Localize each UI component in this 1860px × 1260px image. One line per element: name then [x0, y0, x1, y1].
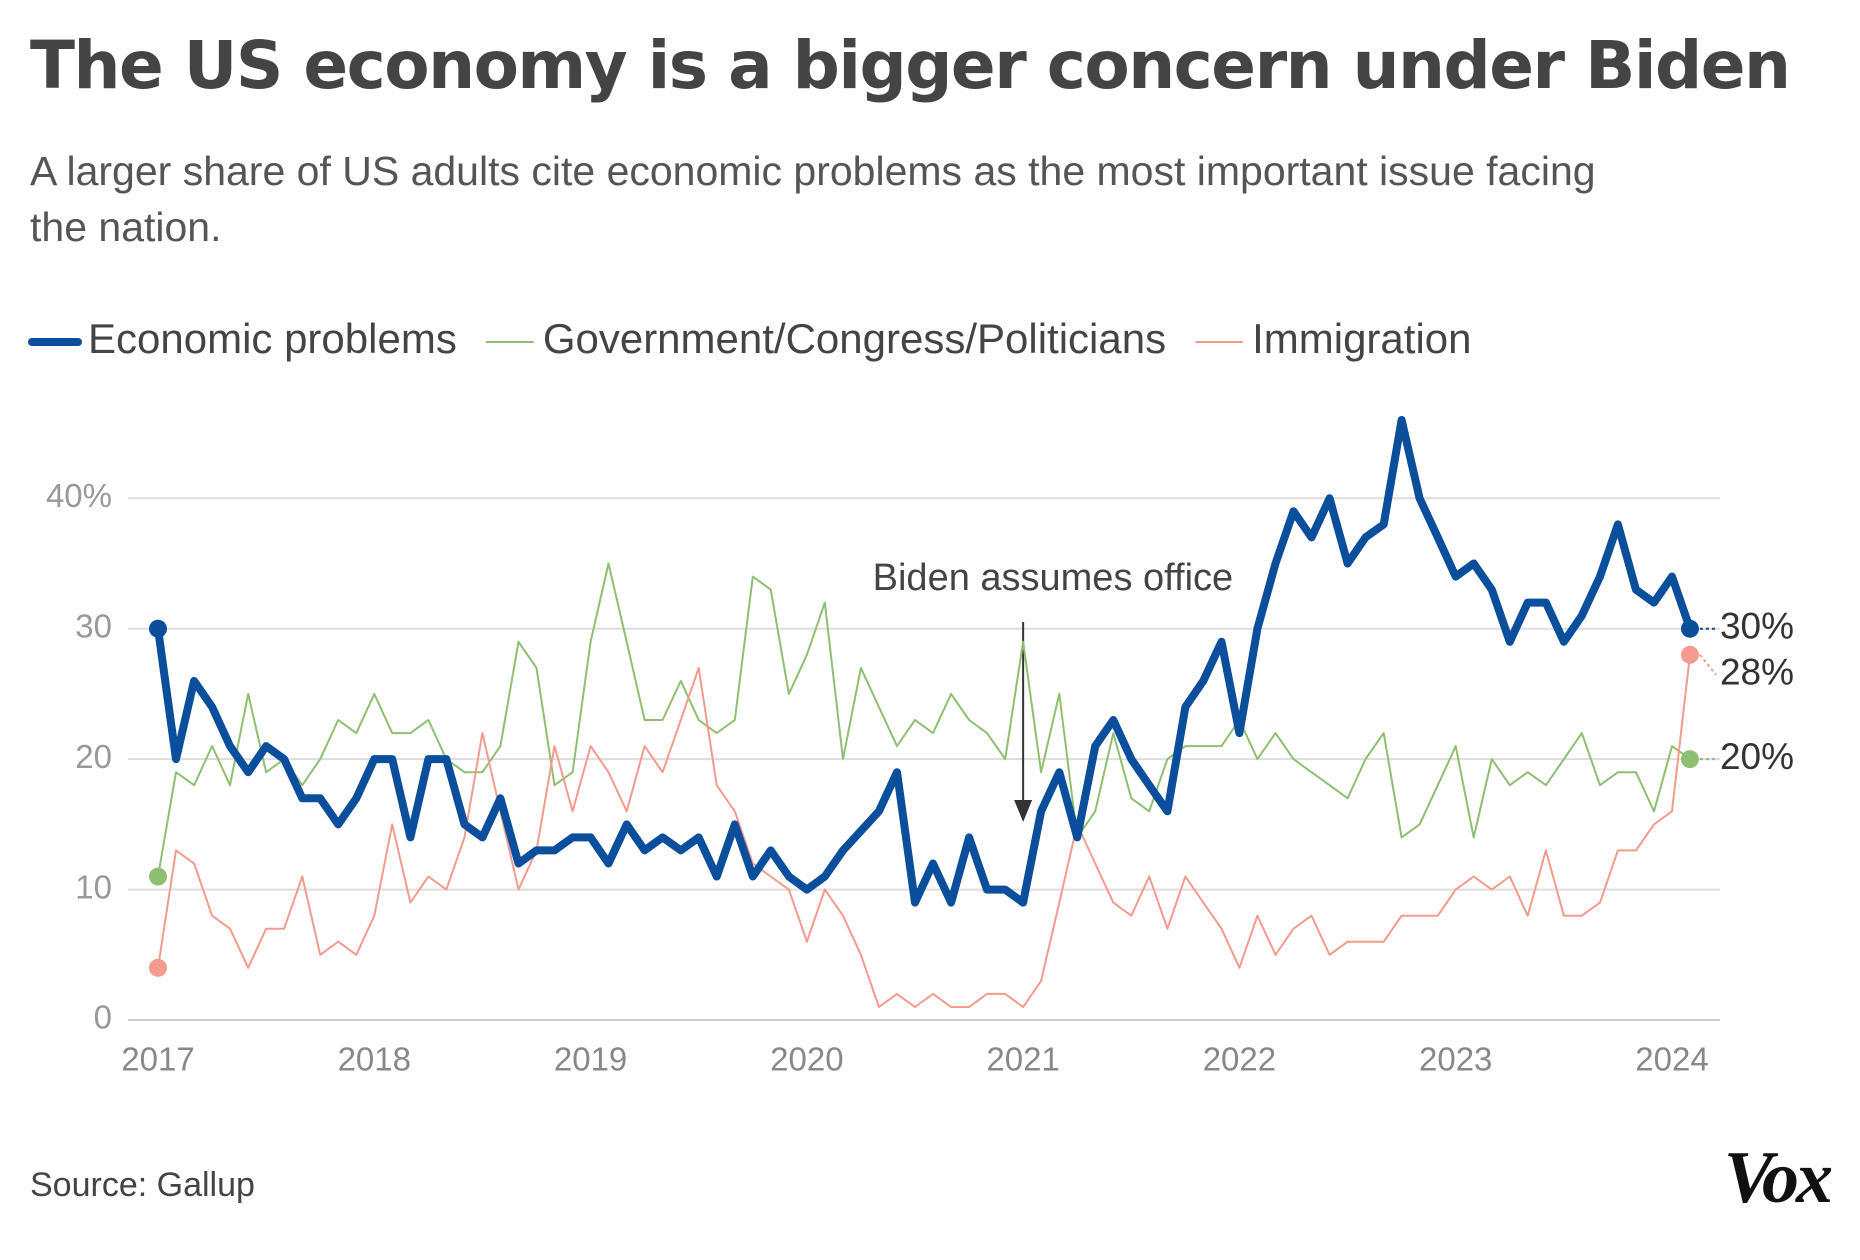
legend-label: Immigration — [1252, 315, 1471, 362]
legend-label: Economic problems — [88, 315, 457, 362]
end-dot — [149, 619, 167, 638]
series-line — [157, 653, 1691, 1008]
x-tick-label: 2022 — [1203, 1041, 1276, 1078]
end-label: 20% — [1720, 736, 1794, 777]
end-dot — [149, 867, 167, 886]
brand-logo: Vox — [1724, 1137, 1832, 1219]
series-line — [154, 416, 1694, 907]
y-tick-label: 20 — [75, 738, 112, 775]
subtitle: A larger share of US adults cite economi… — [30, 148, 1596, 194]
arrow-head — [1014, 800, 1033, 822]
end-dot — [1680, 619, 1699, 638]
x-tick-label: 2024 — [1635, 1041, 1708, 1078]
annotation: Biden assumes office — [873, 557, 1234, 599]
x-tick-label: 2021 — [986, 1041, 1059, 1078]
x-tick-label: 2018 — [338, 1041, 411, 1078]
source: Source: Gallup — [30, 1166, 255, 1204]
subtitle: the nation. — [30, 204, 222, 250]
end-dot — [1680, 645, 1699, 664]
y-tick-label: 30 — [75, 607, 112, 644]
end-label: 28% — [1720, 652, 1794, 693]
x-tick-label: 2019 — [554, 1041, 627, 1078]
series-line — [157, 562, 1691, 878]
label-leader — [1699, 654, 1717, 676]
y-tick-label: 0 — [94, 999, 112, 1036]
y-tick-label: 10 — [75, 868, 112, 905]
x-tick-label: 2017 — [121, 1041, 194, 1078]
y-tick-label: 40% — [46, 477, 112, 514]
chart-title: The US economy is a bigger concern under… — [30, 27, 1790, 104]
legend-label: Government/Congress/Politicians — [543, 315, 1166, 362]
end-dot — [1680, 750, 1699, 769]
x-tick-label: 2023 — [1419, 1041, 1492, 1078]
x-tick-label: 2020 — [770, 1041, 843, 1078]
end-dot — [149, 958, 167, 977]
end-label: 30% — [1720, 606, 1794, 647]
